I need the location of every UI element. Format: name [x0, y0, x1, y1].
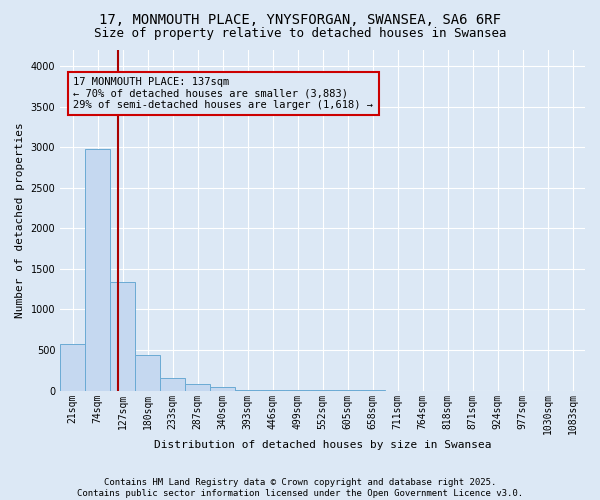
Bar	[110, 282, 135, 391]
Text: Size of property relative to detached houses in Swansea: Size of property relative to detached ho…	[94, 28, 506, 40]
Y-axis label: Number of detached properties: Number of detached properties	[15, 122, 25, 318]
Text: Contains HM Land Registry data © Crown copyright and database right 2025.
Contai: Contains HM Land Registry data © Crown c…	[77, 478, 523, 498]
X-axis label: Distribution of detached houses by size in Swansea: Distribution of detached houses by size …	[154, 440, 491, 450]
Bar	[185, 384, 210, 390]
Bar	[210, 387, 235, 390]
Bar	[60, 344, 85, 390]
Text: 17, MONMOUTH PLACE, YNYSFORGAN, SWANSEA, SA6 6RF: 17, MONMOUTH PLACE, YNYSFORGAN, SWANSEA,…	[99, 12, 501, 26]
Bar	[160, 378, 185, 390]
Text: 17 MONMOUTH PLACE: 137sqm
← 70% of detached houses are smaller (3,883)
29% of se: 17 MONMOUTH PLACE: 137sqm ← 70% of detac…	[73, 77, 373, 110]
Bar	[85, 149, 110, 390]
Bar	[135, 356, 160, 390]
